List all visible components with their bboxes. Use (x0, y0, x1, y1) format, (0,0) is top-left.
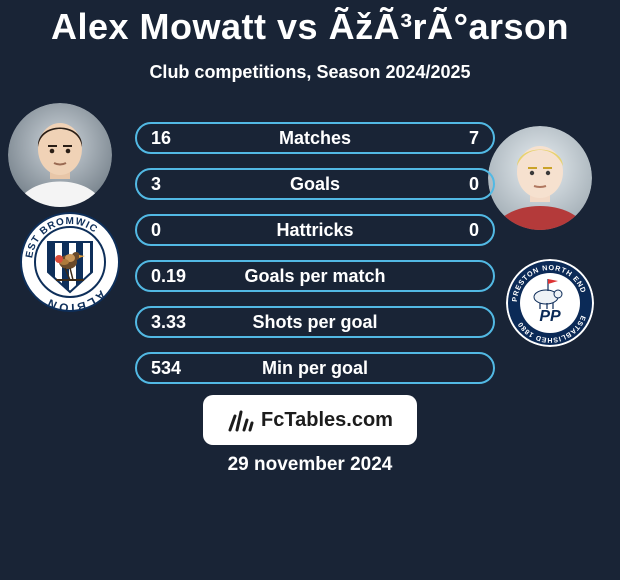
stat-row: 3.33Shots per goal (135, 306, 495, 338)
stat-row: 0Hattricks0 (135, 214, 495, 246)
stat-label: Min per goal (191, 358, 439, 379)
stat-right-value: 7 (439, 128, 479, 149)
stat-label: Goals (191, 174, 439, 195)
fctables-icon (227, 406, 255, 434)
stat-right-value: 0 (439, 174, 479, 195)
fctables-label: FcTables.com (261, 409, 393, 432)
subtitle: Club competitions, Season 2024/2025 (0, 62, 620, 83)
player-avatar-right (488, 126, 592, 230)
stat-label: Matches (191, 128, 439, 149)
stat-left-value: 0.19 (151, 266, 191, 287)
stat-row: 0.19Goals per match (135, 260, 495, 292)
stat-left-value: 3 (151, 174, 191, 195)
stat-left-value: 3.33 (151, 312, 191, 333)
player-avatar-left (8, 103, 112, 207)
footer-date: 29 november 2024 (0, 454, 620, 476)
preston-ne-badge: PRESTON NORTH END ESTABLISHED 1880 PP (506, 259, 594, 347)
stat-label: Hattricks (191, 220, 439, 241)
stat-left-value: 0 (151, 220, 191, 241)
stat-row: 16Matches7 (135, 122, 495, 154)
svg-text:PP: PP (539, 308, 561, 325)
fctables-watermark: FcTables.com (203, 395, 417, 445)
stats-table: 16Matches73Goals00Hattricks00.19Goals pe… (135, 122, 495, 398)
stat-row: 3Goals0 (135, 168, 495, 200)
stat-left-value: 534 (151, 358, 191, 379)
stat-label: Goals per match (191, 266, 439, 287)
stat-row: 534Min per goal (135, 352, 495, 384)
stat-left-value: 16 (151, 128, 191, 149)
stat-right-value: 0 (439, 220, 479, 241)
page-title: Alex Mowatt vs ÃžÃ³rÃ°arson (0, 0, 620, 48)
stat-label: Shots per goal (191, 312, 439, 333)
west-brom-badge: EST BROMWIC ALBION (20, 212, 120, 312)
